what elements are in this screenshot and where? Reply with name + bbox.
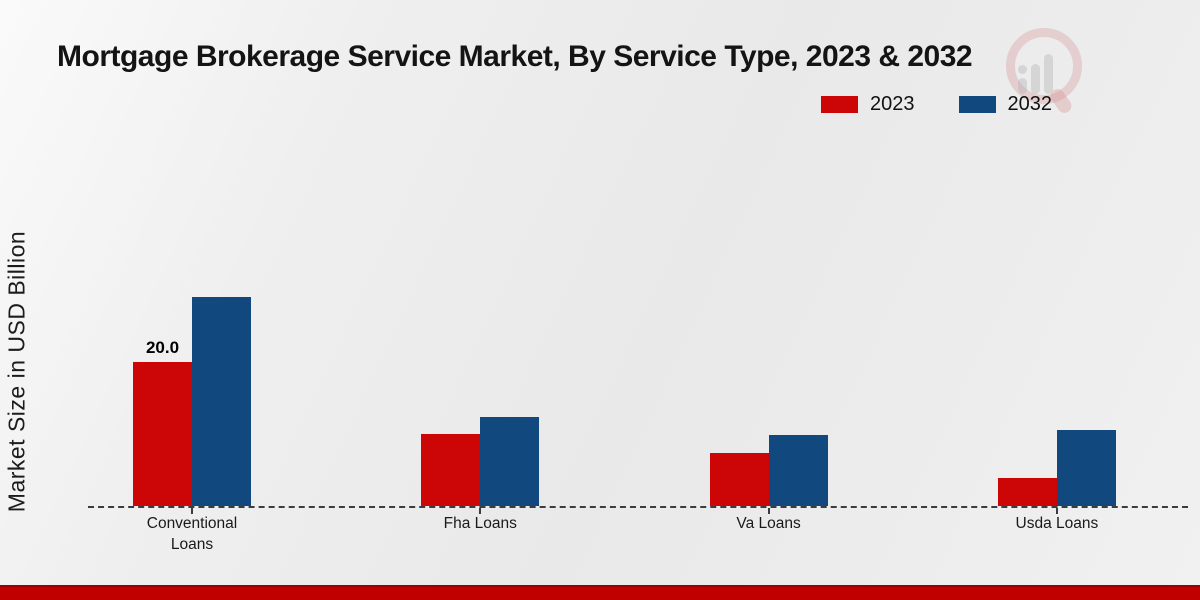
bar-2023-usda-loans — [997, 477, 1057, 506]
legend-item-2032: 2032 — [958, 93, 1053, 116]
bar-2032-fha-loans — [480, 416, 540, 506]
x-axis-baseline — [88, 506, 1188, 508]
category-label-va-loans: Va Loans — [736, 515, 801, 532]
bar-2032-va-loans — [768, 434, 828, 506]
x-axis-tick — [479, 508, 482, 514]
legend-label: 2023 — [870, 93, 915, 115]
chart-title: Mortgage Brokerage Service Market, By Se… — [57, 40, 973, 73]
chart-legend: 2023 2032 — [821, 93, 1052, 116]
category-label-usda-loans: Usda Loans — [1015, 515, 1099, 532]
legend-swatch-icon — [821, 96, 858, 113]
x-axis-tick — [1055, 508, 1058, 514]
logo-dot — [1018, 65, 1027, 74]
x-axis-tick — [767, 508, 770, 514]
logo-bar-icon — [1018, 78, 1027, 94]
category-label-fha-loans: Fha Loans — [443, 515, 517, 532]
bar-2032-conventional-loans — [192, 297, 251, 506]
logo-bar-icon — [1044, 54, 1053, 94]
legend-label: 2032 — [1007, 93, 1053, 115]
legend-item-2023: 2023 — [821, 93, 915, 116]
bar-2023-va-loans — [709, 452, 769, 506]
bar-2032-usda-loans — [1056, 429, 1116, 506]
bar-2023-fha-loans — [421, 434, 481, 506]
logo-bar-icon — [1031, 64, 1040, 94]
footer-accent-band — [0, 585, 1200, 600]
bar-value-label: 20.0 — [145, 338, 180, 357]
magnifier-lens-icon — [1006, 28, 1082, 104]
bar-2023-conventional-loans — [133, 362, 192, 506]
x-axis-tick — [191, 508, 193, 514]
legend-swatch-icon — [958, 96, 996, 113]
category-label-conventional-loans: Conventional Loans — [146, 515, 238, 553]
brand-watermark-logo — [1002, 26, 1088, 122]
